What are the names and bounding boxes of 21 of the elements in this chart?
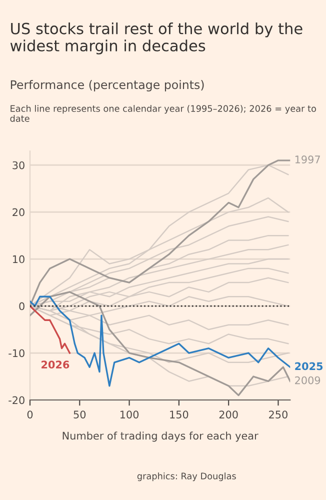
y-tick-label: -20	[8, 396, 24, 404]
series-label: 1997	[295, 156, 320, 164]
x-tick-label: 50	[74, 410, 86, 418]
y-tick-label: 10	[13, 255, 24, 264]
text: Each line represents one calendar year (1995–2026); 2026 = year to date	[10, 105, 316, 122]
chart-subtitle: Performance (percentage points)	[10, 80, 204, 92]
y-tick-label: 0	[19, 302, 24, 310]
x-tick-label: 200	[219, 410, 238, 418]
text: graphics: Ray Douglas	[137, 472, 236, 482]
chart-title: US stocks trail rest of the world by the widest margin in decades	[10, 22, 302, 54]
x-tick-label: 0	[27, 410, 33, 418]
y-tick-label: 30	[12, 161, 24, 170]
y-tick-label: -10	[8, 349, 24, 358]
x-tick-label: 150	[170, 410, 188, 418]
x-tick-label: 100	[120, 410, 139, 418]
x-tick-label: 250	[269, 410, 288, 418]
y-tick-label: 20	[12, 208, 24, 216]
series-label: 2026	[42, 360, 70, 369]
series-label: 2009	[295, 376, 320, 384]
x-axis-title: Number of trading days for each year	[62, 432, 258, 442]
series-label: 2025	[295, 362, 323, 370]
